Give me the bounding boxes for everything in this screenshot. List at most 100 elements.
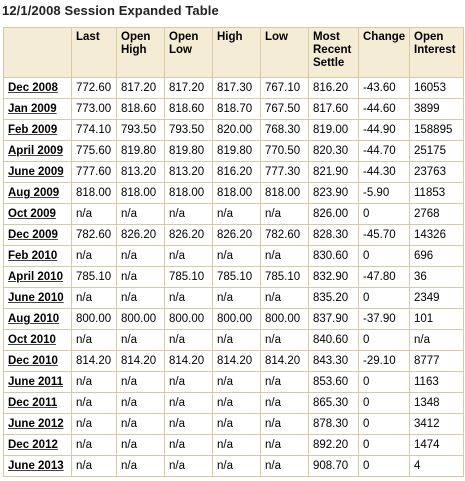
last-cell: n/a [71, 434, 117, 456]
low-cell: 767.50 [260, 98, 309, 120]
contract-link[interactable]: Feb 2009 [8, 124, 58, 136]
last-cell: n/a [71, 455, 117, 477]
open-low-cell: n/a [164, 287, 213, 309]
contract-cell: June 2012 [3, 413, 72, 435]
contract-link[interactable]: Feb 2010 [8, 250, 58, 262]
contract-link[interactable]: Dec 2009 [8, 229, 58, 241]
last-cell: n/a [71, 413, 117, 435]
high-cell: 800.00 [212, 308, 261, 330]
contract-link[interactable]: June 2011 [8, 376, 63, 388]
last-cell: 772.60 [71, 77, 117, 99]
open-interest-cell: 1474 [409, 434, 464, 456]
settle-cell: 823.90 [308, 182, 359, 204]
table-body: Dec 2008 772.60 817.20 817.20 817.30 767.10 81… [3, 77, 464, 477]
table-row: Dec 2011 n/a n/a n/a n/a n/a 865.30 0 1348 [3, 392, 464, 414]
settle-cell: 816.20 [308, 77, 359, 99]
open-interest-cell: 8777 [409, 350, 464, 372]
change-cell: 0 [358, 392, 410, 414]
table-row: Dec 2008 772.60 817.20 817.20 817.30 767.10 81… [3, 77, 464, 99]
open-high-cell: n/a [116, 203, 165, 225]
open-interest-cell: 11853 [409, 182, 464, 204]
last-cell: 800.00 [71, 308, 117, 330]
table-row: June 2009 777.60 813.20 813.20 816.20 777.30 8… [3, 161, 464, 183]
contract-link[interactable]: June 2010 [8, 292, 64, 304]
contract-cell: Dec 2012 [3, 434, 72, 456]
settle-cell: 878.30 [308, 413, 359, 435]
contract-link[interactable]: Aug 2010 [8, 313, 60, 325]
open-low-cell: 793.50 [164, 119, 213, 141]
last-cell: 814.20 [71, 350, 117, 372]
header-high: High [212, 27, 261, 78]
table-row: Dec 2012 n/a n/a n/a n/a n/a 892.20 0 1474 [3, 434, 464, 456]
high-cell: 785.10 [212, 266, 261, 288]
low-cell: 800.00 [260, 308, 309, 330]
table-row: June 2011 n/a n/a n/a n/a n/a 853.60 0 1163 [3, 371, 464, 393]
contract-link[interactable]: June 2009 [8, 166, 64, 178]
open-low-cell: n/a [164, 413, 213, 435]
contract-link[interactable]: April 2010 [8, 271, 63, 283]
last-cell: n/a [71, 392, 117, 414]
last-cell: 775.60 [71, 140, 117, 162]
contract-link[interactable]: Oct 2009 [8, 208, 56, 220]
contract-link[interactable]: Dec 2010 [8, 355, 58, 367]
settle-cell: 832.90 [308, 266, 359, 288]
open-low-cell: 818.00 [164, 182, 213, 204]
page-title: 12/1/2008 Session Expanded Table [2, 3, 219, 18]
contract-link[interactable]: June 2013 [8, 460, 64, 472]
header-low: Low [260, 27, 309, 78]
open-high-cell: 818.00 [116, 182, 165, 204]
contract-cell: Aug 2009 [3, 182, 72, 204]
open-interest-cell: 36 [409, 266, 464, 288]
contract-link[interactable]: June 2012 [8, 418, 64, 430]
low-cell: 767.10 [260, 77, 309, 99]
change-cell: 0 [358, 203, 410, 225]
contract-link[interactable]: Dec 2011 [8, 397, 58, 409]
last-cell: 773.00 [71, 98, 117, 120]
table-row: Jan 2009 773.00 818.60 818.60 818.70 767.50 81… [3, 98, 464, 120]
contract-cell: Dec 2008 [3, 77, 72, 99]
high-cell: 814.20 [212, 350, 261, 372]
open-interest-cell: 696 [409, 245, 464, 267]
change-cell: 0 [358, 245, 410, 267]
contract-link[interactable]: Dec 2008 [8, 82, 58, 94]
high-cell: n/a [212, 245, 261, 267]
settle-cell: 908.70 [308, 455, 359, 477]
contract-cell: Dec 2009 [3, 224, 72, 246]
low-cell: n/a [260, 245, 309, 267]
open-interest-cell: 16053 [409, 77, 464, 99]
open-high-cell: 793.50 [116, 119, 165, 141]
settle-cell: 828.30 [308, 224, 359, 246]
contract-link[interactable]: Dec 2012 [8, 439, 58, 451]
open-low-cell: n/a [164, 245, 213, 267]
contract-cell: Dec 2010 [3, 350, 72, 372]
open-low-cell: n/a [164, 434, 213, 456]
high-cell: 818.70 [212, 98, 261, 120]
settle-cell: 820.30 [308, 140, 359, 162]
contract-link[interactable]: Oct 2010 [8, 334, 56, 346]
contract-link[interactable]: April 2009 [8, 145, 63, 157]
change-cell: 0 [358, 371, 410, 393]
last-cell: n/a [71, 245, 117, 267]
last-cell: n/a [71, 329, 117, 351]
contract-cell: Aug 2010 [3, 308, 72, 330]
open-low-cell: 819.80 [164, 140, 213, 162]
change-cell: -44.90 [358, 119, 410, 141]
low-cell: n/a [260, 434, 309, 456]
open-interest-cell: 1163 [409, 371, 464, 393]
last-cell: n/a [71, 287, 117, 309]
change-cell: 0 [358, 329, 410, 351]
table-row: Oct 2009 n/a n/a n/a n/a n/a 826.00 0 2768 [3, 203, 464, 225]
contract-link[interactable]: Jan 2009 [8, 103, 57, 115]
high-cell: n/a [212, 287, 261, 309]
settle-cell: 892.20 [308, 434, 359, 456]
settle-cell: 843.30 [308, 350, 359, 372]
header-change: Change [358, 27, 410, 78]
open-high-cell: n/a [116, 413, 165, 435]
change-cell: -47.80 [358, 266, 410, 288]
high-cell: 816.20 [212, 161, 261, 183]
table-row: June 2010 n/a n/a n/a n/a n/a 835.20 0 2349 [3, 287, 464, 309]
open-high-cell: n/a [116, 245, 165, 267]
low-cell: n/a [260, 455, 309, 477]
contract-link[interactable]: Aug 2009 [8, 187, 60, 199]
high-cell: 818.00 [212, 182, 261, 204]
